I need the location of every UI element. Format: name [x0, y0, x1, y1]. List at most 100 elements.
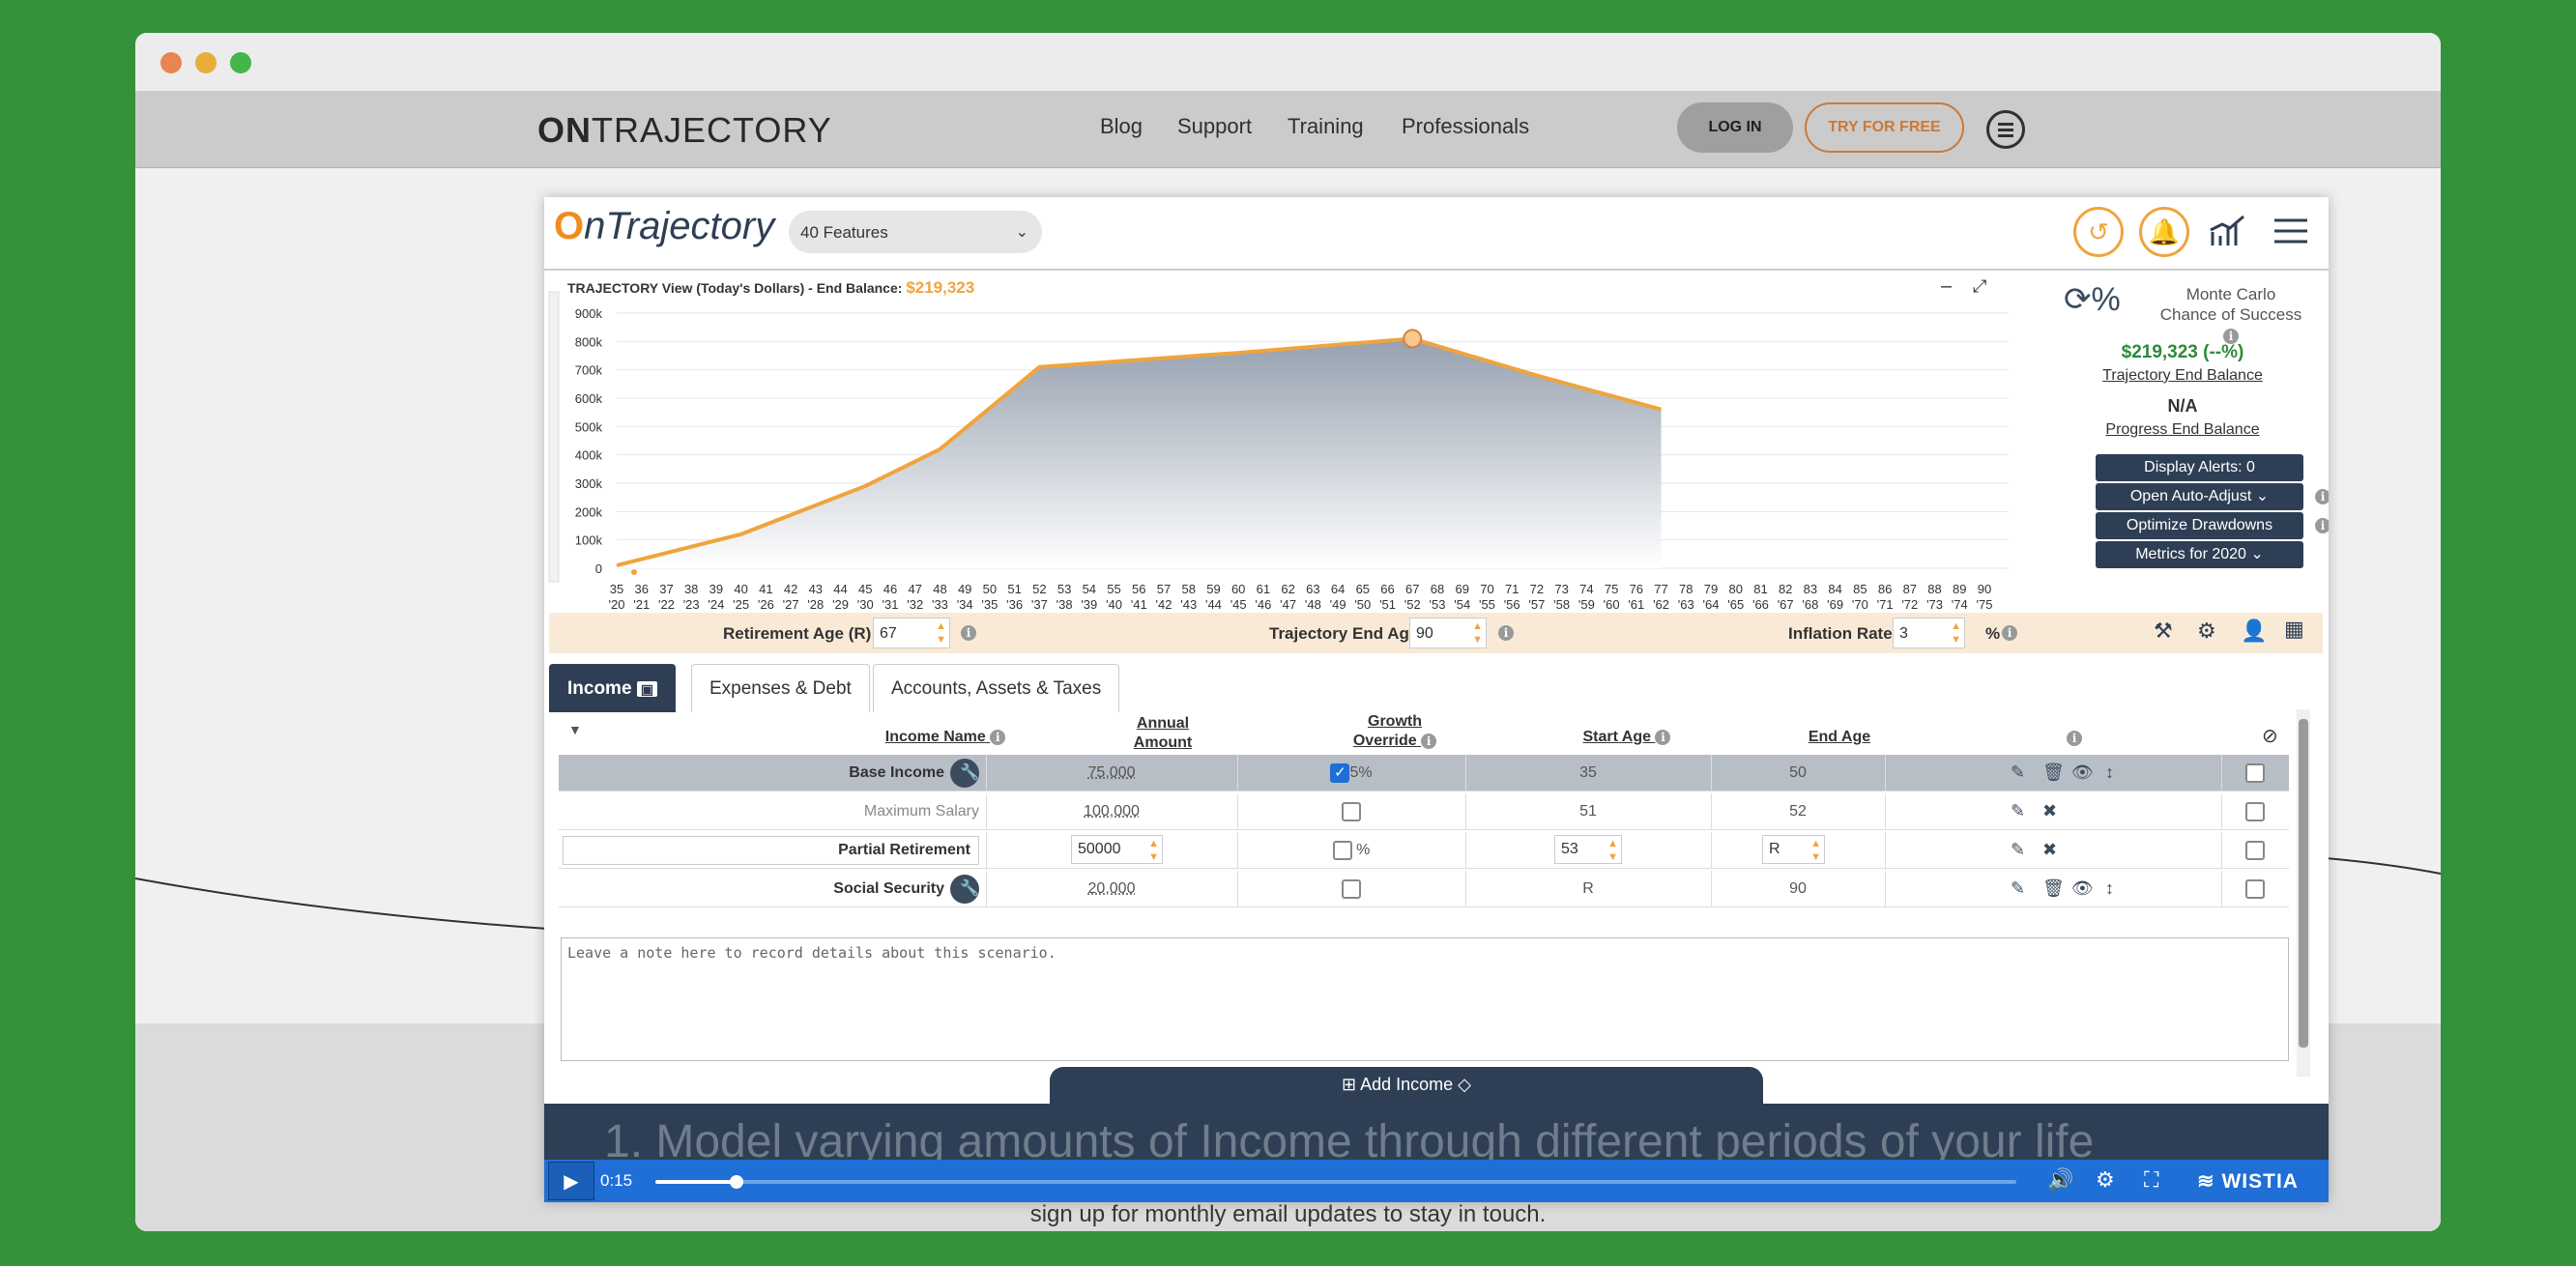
add-income-button[interactable]: ⊞ Add Income ◇	[1050, 1067, 1763, 1106]
nav-support[interactable]: Support	[1177, 114, 1253, 138]
actions-info-icon[interactable]: i	[2067, 731, 2082, 746]
checkbox[interactable]	[2245, 878, 2265, 899]
metrics-year-button[interactable]: Metrics for 2020 ⌄	[2096, 541, 2303, 568]
edit-icon[interactable]: ✎	[2011, 878, 2026, 898]
auto-adjust-info-icon[interactable]: i	[2315, 489, 2329, 504]
tab-expenses-debt[interactable]: Expenses & Debt	[691, 664, 870, 712]
annual-amount[interactable]: 100,000	[1084, 803, 1140, 820]
income-name[interactable]: Base Income 🔧	[559, 755, 979, 791]
nav-training[interactable]: Training	[1288, 114, 1364, 138]
start-age[interactable]: R	[1582, 880, 1594, 897]
trajectory-end-balance-label[interactable]: Trajectory End Balance	[2102, 367, 2263, 384]
gear-icon[interactable]: ⚙	[2197, 619, 2216, 643]
end-age[interactable]: 90	[1789, 880, 1807, 897]
display-alerts-button[interactable]: Display Alerts: 0	[2096, 454, 2303, 481]
info-icon[interactable]: i	[2223, 329, 2239, 344]
settings-gear-icon[interactable]: ⚙	[2096, 1167, 2115, 1192]
tools-icon[interactable]: ⚒	[2154, 619, 2173, 643]
hide-icon[interactable]: 👁	[2071, 762, 2094, 782]
login-button[interactable]: LOG IN	[1677, 102, 1793, 153]
trash-icon[interactable]: 🗑	[2042, 762, 2065, 782]
minimize-window-button[interactable]	[195, 52, 217, 73]
reorder-icon[interactable]: ↕	[2105, 878, 2114, 898]
select-cell[interactable]	[2221, 832, 2289, 869]
select-cell[interactable]	[2221, 755, 2289, 791]
inflation-info-icon[interactable]: i	[2002, 625, 2017, 641]
retirement-age-info-icon[interactable]: i	[961, 625, 976, 641]
checkbox[interactable]	[1342, 878, 1361, 899]
collapse-caret-icon[interactable]: ▼	[568, 722, 582, 737]
wrench-icon[interactable]: 🔧	[950, 758, 979, 788]
hide-icon[interactable]: 👁	[2071, 878, 2094, 898]
ontrajectory-logo[interactable]: OnTrajectory	[554, 205, 775, 247]
growth-override[interactable]	[1237, 793, 1465, 830]
start-age-header[interactable]: Start Age i	[1554, 728, 1699, 747]
hamburger-menu-icon[interactable]	[2269, 209, 2313, 253]
growth-override-header[interactable]: Growth Override i	[1322, 712, 1467, 751]
maximize-window-button[interactable]	[230, 52, 251, 73]
checkbox[interactable]	[2245, 801, 2265, 821]
info-icon[interactable]: i	[990, 730, 1006, 745]
end-age[interactable]: 50	[1789, 764, 1807, 781]
annual-amount-input[interactable]: 50000 ▲ ▼	[1071, 835, 1163, 864]
drawdowns-info-icon[interactable]: i	[2315, 518, 2329, 533]
edit-icon[interactable]: ✎	[2011, 762, 2026, 782]
end-age-info-icon[interactable]: i	[1498, 625, 1514, 641]
video-progress-bar[interactable]	[655, 1175, 2016, 1189]
select-cell[interactable]	[2221, 871, 2289, 907]
edit-icon[interactable]: ✎	[2011, 801, 2026, 820]
table-row[interactable]: Base Income 🔧 75,000 ✓ 5% 35 50 ✎ 🗑 👁 ↕	[559, 755, 2289, 791]
checkbox[interactable]: ✓	[1330, 762, 1350, 783]
chart-growth-icon[interactable]	[2205, 209, 2249, 253]
table-row[interactable]: Social Security 🔧 20,000 R 90 ✎ 🗑 👁 ↕	[559, 871, 2289, 907]
progress-end-balance-label[interactable]: Progress End Balance	[2105, 421, 2260, 438]
nav-blog[interactable]: Blog	[1100, 114, 1143, 138]
video-progress-knob[interactable]	[730, 1175, 744, 1189]
open-auto-adjust-button[interactable]: Open Auto-Adjust ⌄	[2096, 483, 2303, 510]
end-age[interactable]: 52	[1789, 803, 1807, 820]
tab-income[interactable]: Income ▣	[549, 664, 677, 712]
income-name[interactable]: Maximum Salary	[863, 803, 979, 820]
retirement-age-input[interactable]: 67 ▲ ▼	[873, 618, 950, 648]
income-name-header[interactable]: Income Name i	[849, 728, 1042, 747]
start-age[interactable]: 51	[1579, 803, 1597, 820]
tab-accounts-assets-taxes[interactable]: Accounts, Assets & Taxes	[873, 664, 1120, 712]
info-icon[interactable]: i	[1655, 730, 1671, 745]
delete-x-icon[interactable]: ✖	[2042, 840, 2058, 859]
wistia-logo[interactable]: ≋ WISTIA	[2197, 1170, 2299, 1193]
table-icon[interactable]: ▦	[2284, 617, 2304, 641]
table-row[interactable]: Maximum Salary 100,000 51 52 ✎ ✖	[559, 793, 2289, 830]
undo-icon[interactable]: ↺	[2073, 207, 2124, 257]
growth-override[interactable]: %	[1237, 832, 1465, 869]
refresh-percent-icon[interactable]: ⟳%	[2064, 281, 2121, 318]
edit-icon[interactable]: ✎	[2011, 840, 2026, 859]
scenario-note-textarea[interactable]: Leave a note here to record details abou…	[561, 937, 2289, 1061]
reorder-icon[interactable]: ↕	[2105, 762, 2114, 782]
site-logo[interactable]: ONTRAJECTORY	[537, 110, 832, 150]
growth-override[interactable]: ✓ 5%	[1237, 755, 1465, 791]
annual-amount-header[interactable]: Annual Amount	[1133, 715, 1193, 751]
nav-professionals[interactable]: Professionals	[1402, 114, 1530, 138]
income-name[interactable]: Social Security 🔧	[559, 871, 979, 907]
income-name-input[interactable]: Partial Retirement	[563, 836, 979, 865]
notification-bell-icon[interactable]: 🔔	[2139, 207, 2189, 257]
delete-x-icon[interactable]: ✖	[2042, 801, 2058, 820]
checkbox[interactable]	[2245, 762, 2265, 783]
select-cell[interactable]	[2221, 793, 2289, 830]
start-age-input[interactable]: 53 ▲ ▼	[1554, 835, 1622, 864]
table-row[interactable]: Partial Retirement 50000 ▲ ▼ % 53 ▲ ▼ R ▲ ▼ ✎ …	[559, 832, 2289, 869]
optimize-drawdowns-button[interactable]: Optimize Drawdowns	[2096, 512, 2303, 539]
end-age-header[interactable]: End Age	[1808, 729, 1871, 745]
trajectory-chart[interactable]: 0100k200k300k400k500k600k700k800k900k35'…	[544, 273, 2052, 611]
end-age-input[interactable]: 90 ▲ ▼	[1409, 618, 1487, 648]
annual-amount[interactable]: 20,000	[1087, 880, 1136, 897]
end-age-input[interactable]: R ▲ ▼	[1762, 835, 1825, 864]
volume-icon[interactable]: 🔊	[2047, 1167, 2074, 1192]
play-button[interactable]: ▶	[548, 1162, 594, 1200]
features-dropdown[interactable]: 40 Features ⌄	[789, 211, 1042, 253]
wrench-icon[interactable]: 🔧	[950, 874, 979, 904]
trash-icon[interactable]: 🗑	[2042, 878, 2065, 898]
close-window-button[interactable]	[160, 52, 182, 73]
checkbox[interactable]	[1332, 840, 1352, 860]
menu-icon[interactable]	[1986, 110, 2025, 149]
